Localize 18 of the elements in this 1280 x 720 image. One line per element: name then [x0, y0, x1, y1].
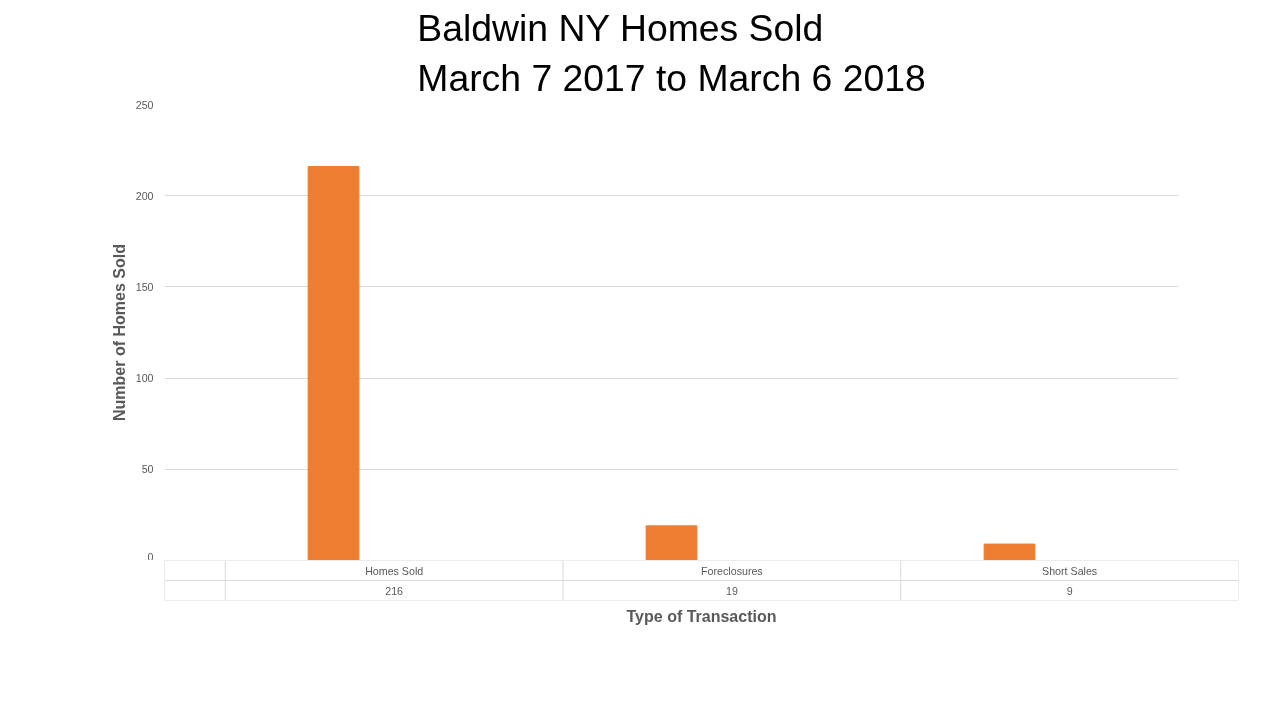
x-tick-label: Short Sales: [1042, 564, 1098, 577]
y-tick-label: 150: [135, 280, 154, 293]
chart-title: Baldwin NY Homes Sold March 7 2017 to March 6 2018: [417, 7, 926, 100]
bar: [983, 543, 1036, 560]
data-label: 19: [725, 584, 738, 597]
data-label: 9: [1066, 584, 1073, 597]
y-tick-label: 50: [141, 463, 154, 476]
y-tick-label: 0: [147, 550, 154, 563]
data-label: 216: [385, 584, 404, 597]
bar: [645, 525, 698, 560]
y-axis-title: Number of Homes Sold: [110, 244, 128, 421]
y-tick-label: 200: [135, 189, 154, 202]
x-axis-title: Type of Transaction: [626, 607, 777, 625]
x-tick-label: Homes Sold: [365, 564, 424, 577]
y-tick-label: 100: [135, 372, 154, 385]
y-tick-label: 250: [135, 98, 154, 111]
bar: [307, 166, 360, 560]
x-tick-label: Foreclosures: [701, 564, 763, 577]
